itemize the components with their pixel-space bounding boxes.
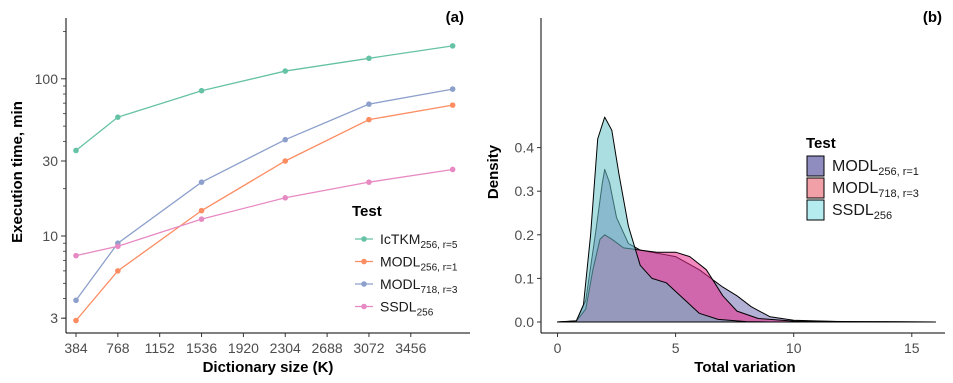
panel-a-data-point xyxy=(282,136,289,143)
panel-a-x-tick-label: 2688 xyxy=(312,340,343,356)
panel-b-label: (b) xyxy=(923,9,942,26)
panel-b-x-tick-label: 5 xyxy=(672,340,680,356)
panel-a-y-axis-title: Execution time, min xyxy=(9,101,26,243)
panel-a-legend-key-point xyxy=(361,258,367,265)
panel-b-legend-title: Test xyxy=(806,135,836,152)
panel-a-x-axis-title: Dictionary size (K) xyxy=(203,359,334,376)
panel-a-y-ticks: 3 10 30 100 xyxy=(35,71,66,326)
panel-a-series-line-4 xyxy=(75,168,453,257)
panel-a-data-point xyxy=(73,252,79,259)
panel-b-legend-label: MODL718, r=3 xyxy=(832,180,919,200)
panel-a-series-line-3 xyxy=(75,88,453,301)
panel-b-legend-label: MODL256, r=1 xyxy=(832,158,919,178)
panel-a-data-point xyxy=(73,317,79,324)
panel-a-data-point xyxy=(73,297,79,304)
panel-a-series-line-2 xyxy=(75,104,453,321)
panel-a-data-point xyxy=(449,166,456,173)
panel-a-data-point xyxy=(73,147,79,154)
panel-a-legend-label: MODL718, r=3 xyxy=(380,276,458,296)
panel-a-label: (a) xyxy=(446,9,464,26)
panel-b-x-tick-label: 10 xyxy=(786,340,802,356)
panel-a-legend-label: SSDL256 xyxy=(380,299,434,319)
panel-a-data-point xyxy=(198,216,205,222)
panel-a-data-point xyxy=(198,207,205,214)
panel-a-data-point xyxy=(282,68,289,74)
panel-a-y-tick-label: 10 xyxy=(42,228,58,244)
panel-b-density-area-3 xyxy=(557,116,771,323)
panel-a-y-tick-label: 100 xyxy=(35,71,59,87)
panel-a-data-point xyxy=(115,268,121,274)
panel-a-data-point xyxy=(282,194,289,201)
panel-a-y-tick-label: 3 xyxy=(50,310,58,326)
panel-a-x-tick-label: 1152 xyxy=(145,340,175,356)
panel-a-x-tick-label: 1536 xyxy=(186,340,217,356)
panel-b-series xyxy=(557,116,936,323)
panel-a-data-point xyxy=(198,179,205,185)
panel-a-legend-title: Test xyxy=(352,203,382,220)
panel-a-legend-key-point xyxy=(361,303,367,310)
panel-a-data-point xyxy=(449,102,456,108)
panel-a-series-line-1 xyxy=(75,45,453,151)
panel-b: 0.0 0.1 0.2 0.3 0.4 0 5 10 15 (b) Total variati… xyxy=(485,9,945,376)
panel-a-data-point xyxy=(449,86,456,92)
panel-a-data-point xyxy=(282,158,289,164)
panel-a-data-point xyxy=(366,101,372,107)
panel-a-x-tick-label: 3072 xyxy=(353,340,384,356)
panel-b-y-axis-title: Density xyxy=(485,144,502,199)
panel-b-x-axis-title: Total variation xyxy=(694,359,795,376)
panel-a-legend-label: IcTKM256, r=5 xyxy=(380,231,458,251)
panel-a-data-point xyxy=(115,114,121,120)
panel-a-data-point xyxy=(366,179,372,185)
panel-b-y-ticks: 0.0 0.1 0.2 0.3 0.4 xyxy=(515,140,541,330)
panel-a-data-point xyxy=(115,243,121,250)
panel-a-x-tick-label: 2304 xyxy=(270,340,301,356)
panel-a-data-point xyxy=(366,116,372,123)
panel-b-legend-key xyxy=(806,177,825,199)
panel-b-y-tick-label: 0.1 xyxy=(515,270,535,286)
panel-b-y-tick-label: 0.0 xyxy=(515,314,535,330)
panel-a-legend-label: MODL256, r=1 xyxy=(380,254,458,274)
panel-b-legend-key xyxy=(806,199,825,221)
panel-a-legend-key-point xyxy=(361,236,367,242)
panel-b-y-tick-label: 0.2 xyxy=(515,227,535,243)
panel-b-x-tick-label: 0 xyxy=(554,340,562,356)
panel-a-x-tick-label: 768 xyxy=(106,340,130,356)
panel-a-data-point xyxy=(449,43,456,49)
panel-b-legend-label: SSDL256 xyxy=(832,202,892,222)
panel-b-x-ticks: 0 5 10 15 xyxy=(554,333,920,356)
panel-a-x-tick-label: 1920 xyxy=(228,340,259,356)
panel-a-x-ticks: 384 768 1152 1536 1920 2304 2688 3072 3456 xyxy=(64,333,427,356)
panel-b-y-tick-label: 0.3 xyxy=(515,183,535,199)
panel-a-data-point xyxy=(198,87,205,94)
panel-a-data-point xyxy=(366,55,372,62)
panel-a-y-tick-label: 30 xyxy=(42,153,58,169)
panel-b-y-tick-label: 0.4 xyxy=(515,140,535,156)
panel-a-legend-key-point xyxy=(361,281,367,287)
panel-a-x-tick-label: 384 xyxy=(64,340,88,356)
panel-b-x-tick-label: 15 xyxy=(904,340,920,356)
panel-b-legend-key xyxy=(806,155,825,177)
panel-a-x-tick-label: 3456 xyxy=(395,340,426,356)
panel-a-series xyxy=(73,43,456,324)
